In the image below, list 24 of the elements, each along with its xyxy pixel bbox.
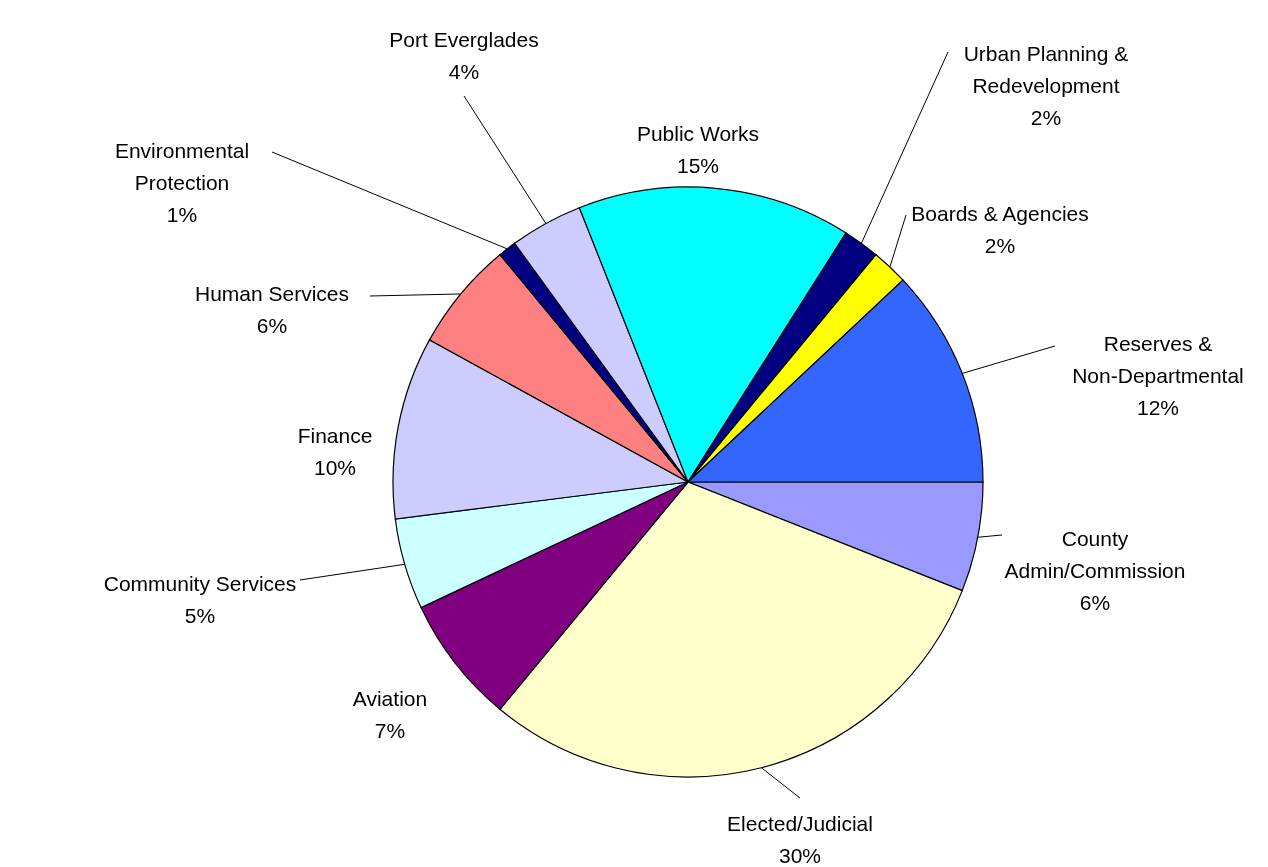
slice-label: Reserves & Non-Departmental <box>1072 332 1244 387</box>
slice-label: Aviation <box>352 687 428 710</box>
slice-label: Community Services <box>103 572 297 595</box>
slice-label: Port Everglades <box>389 28 539 51</box>
slice-label: Public Works <box>636 122 760 145</box>
data-label: 4% <box>448 60 480 83</box>
data-label: 6% <box>256 314 288 337</box>
slice-label: County Admin/Commission <box>1004 527 1186 582</box>
data-label: 1% <box>166 203 198 226</box>
data-label: 7% <box>374 719 406 742</box>
data-label: 12% <box>1136 396 1180 419</box>
data-label: 6% <box>1079 591 1111 614</box>
slice-label: Environmental Protection <box>114 139 250 194</box>
slice-label: Elected/Judicial <box>727 812 873 835</box>
slice-label: Human Services <box>194 282 350 305</box>
data-label: 2% <box>1030 106 1062 129</box>
data-label: 10% <box>313 456 357 479</box>
slice-label: Urban Planning & Redevelopment <box>963 42 1129 97</box>
data-label: 30% <box>778 844 822 867</box>
data-label: 5% <box>184 604 216 627</box>
slice-label: Boards & Agencies <box>911 202 1089 225</box>
data-label: 2% <box>984 234 1016 257</box>
slice-label: Finance <box>297 424 373 447</box>
data-label: 15% <box>676 154 720 177</box>
